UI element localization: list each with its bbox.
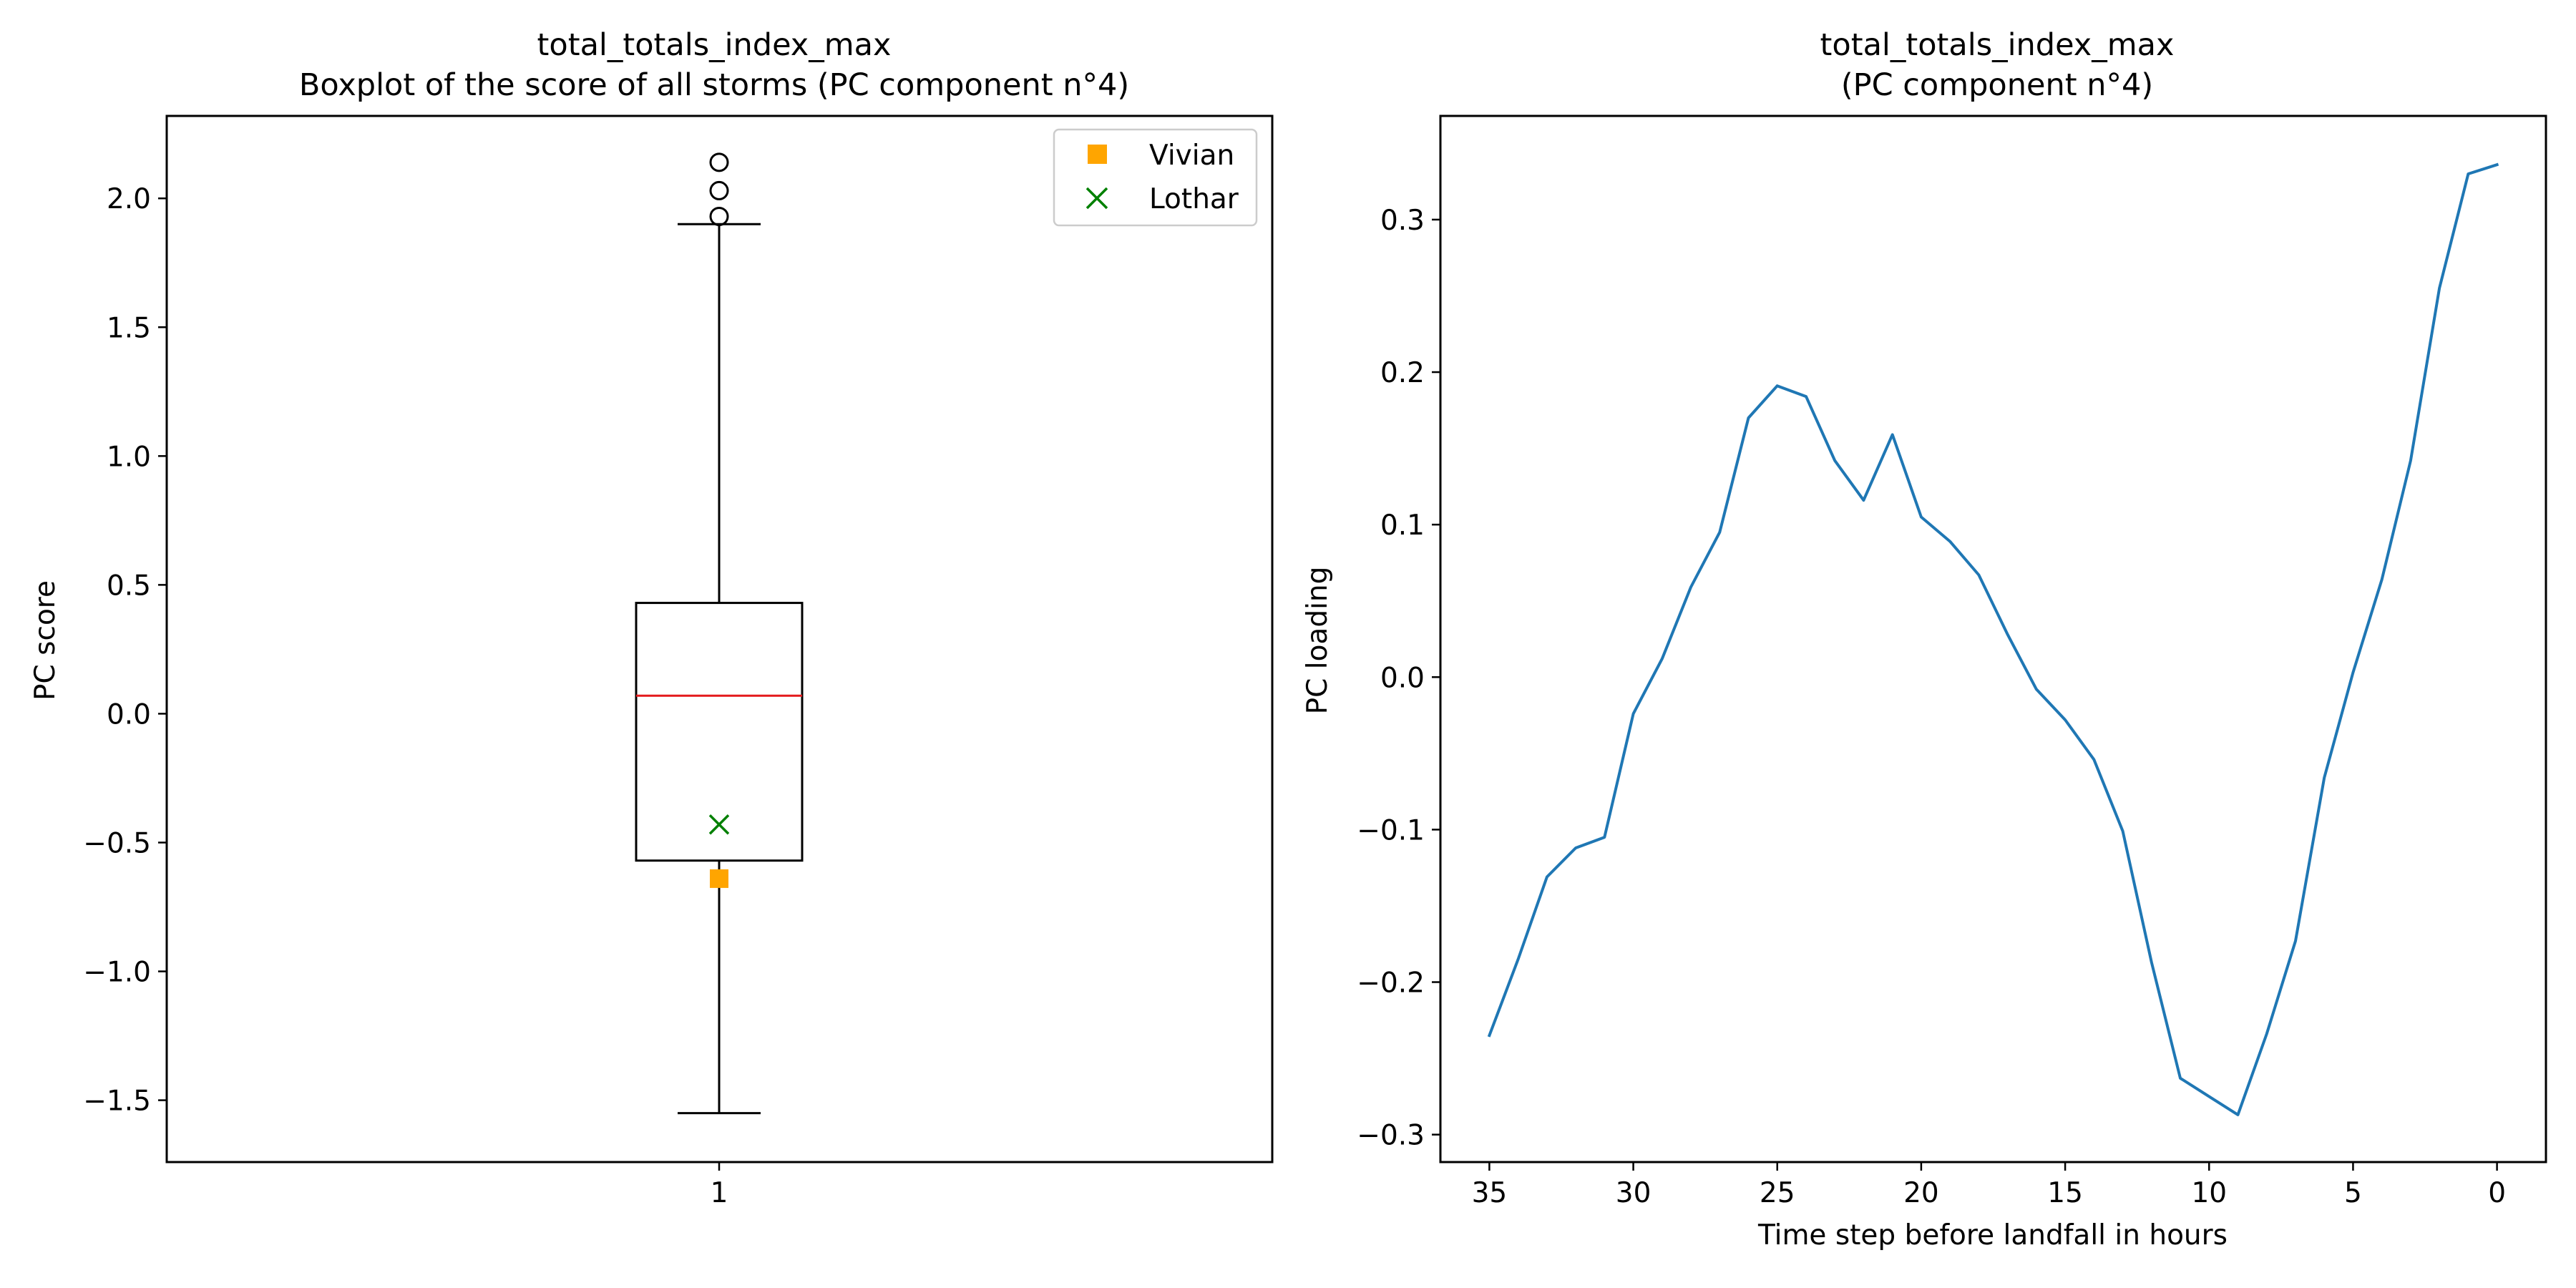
iqr-box xyxy=(635,602,804,862)
right-x-tick-label: 25 xyxy=(1760,1177,1795,1209)
left-y-tick-label: 2.0 xyxy=(107,183,151,215)
right-title-line1: total_totals_index_max xyxy=(1820,27,2175,63)
right-x-tick-label: 30 xyxy=(1616,1177,1652,1209)
right-y-tick-label: −0.2 xyxy=(1357,967,1425,1000)
left-y-tick-label: −1.0 xyxy=(83,957,151,989)
right-x-tick-label: 15 xyxy=(2047,1177,2083,1209)
right-y-axis-label: PC loading xyxy=(1302,567,1334,715)
left-title-line1: total_totals_index_max xyxy=(537,27,892,63)
left-y-tick-label: 1.5 xyxy=(107,312,151,344)
right-y-tick-label: 0.2 xyxy=(1380,357,1425,389)
boxplot-plot-area: −1.5 −1.0 −0.5 0.0 0.5 1.0 1.5 2.0 1 xyxy=(83,152,804,1209)
right-title-line2: (PC component n°4) xyxy=(1841,67,2153,103)
pc-loading-series-line xyxy=(1487,162,2499,1116)
left-y-tick-label: 1.0 xyxy=(107,441,151,473)
left-y-tick-label: −1.5 xyxy=(83,1085,151,1118)
right-x-tick-label: 20 xyxy=(1903,1177,1939,1209)
outlier-point xyxy=(709,206,729,226)
left-x-tick-label: 1 xyxy=(711,1177,728,1209)
left-y-tick-label: −0.5 xyxy=(83,827,151,859)
loading-plot-area: −0.3 −0.2 −0.1 0.0 0.1 0.2 0.3 35 30 25 20 15 10 5 0 xyxy=(1357,162,2506,1209)
right-x-axis-label: Time step before landfall in hours xyxy=(1757,1219,2228,1252)
loading-panel: total_totals_index_max (PC component n°4… xyxy=(1302,27,2547,1252)
right-y-tick-label: 0.3 xyxy=(1380,205,1425,237)
right-x-tick-label: 10 xyxy=(2191,1177,2227,1209)
legend: Vivian Lothar xyxy=(1053,128,1258,227)
right-y-tick-label: −0.3 xyxy=(1357,1120,1425,1152)
legend-vivian-label: Vivian xyxy=(1149,140,1234,172)
left-title-line2: Boxplot of the score of all storms (PC c… xyxy=(299,67,1129,103)
right-y-tick-label: 0.0 xyxy=(1380,662,1425,694)
legend-vivian-square-icon xyxy=(1088,145,1107,164)
outlier-point xyxy=(709,152,729,172)
legend-lothar-x-icon xyxy=(1085,187,1108,210)
right-x-tick-label: 0 xyxy=(2488,1177,2506,1209)
right-y-tick-label: 0.1 xyxy=(1380,509,1425,542)
right-axes-frame xyxy=(1439,114,2547,1163)
boxplot-panel: total_totals_index_max Boxplot of the sc… xyxy=(29,27,1274,1209)
left-y-tick-label: 0.5 xyxy=(107,570,151,602)
left-y-axis-label: PC score xyxy=(29,580,62,701)
left-y-tick-label: 0.0 xyxy=(107,698,151,731)
left-axes-frame xyxy=(165,114,1274,1163)
legend-lothar-label: Lothar xyxy=(1149,183,1239,215)
lothar-marker xyxy=(708,814,730,835)
right-x-tick-label: 5 xyxy=(2344,1177,2362,1209)
vivian-marker xyxy=(710,869,728,888)
outlier-point xyxy=(709,180,729,200)
right-y-tick-label: −0.1 xyxy=(1357,814,1425,847)
right-x-tick-label: 35 xyxy=(1472,1177,1508,1209)
